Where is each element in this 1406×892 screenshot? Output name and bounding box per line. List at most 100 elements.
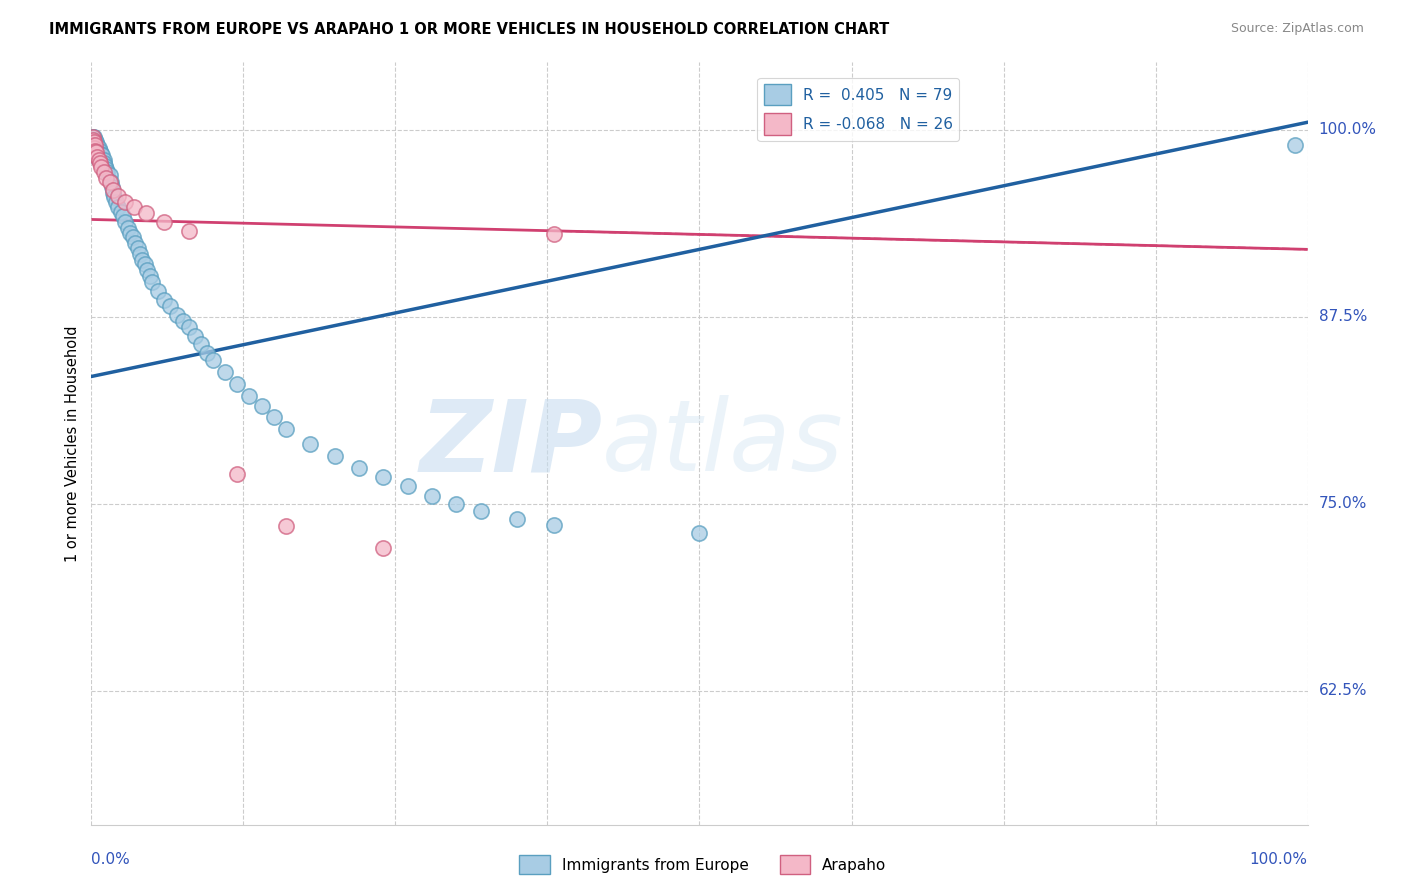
Point (396, 478, 419, 492)
Point (159, 299, 181, 313)
Point (84, 145, 107, 160)
Point (86, 144, 108, 158)
Point (104, 194, 127, 209)
Point (100, 175, 122, 189)
Point (114, 215, 136, 229)
Point (87, 153, 110, 167)
Point (184, 329, 207, 343)
Point (250, 400, 273, 414)
Point (93, 164, 115, 178)
Text: 87.5%: 87.5% (1319, 310, 1367, 324)
Point (96, 164, 118, 178)
Point (84, 145, 107, 160)
Point (107, 188, 129, 202)
Text: IMMIGRANTS FROM EUROPE VS ARAPAHO 1 OR MORE VEHICLES IN HOUSEHOLD CORRELATION CH: IMMIGRANTS FROM EUROPE VS ARAPAHO 1 OR M… (49, 22, 890, 37)
Point (90, 146, 112, 161)
Point (84, 137, 107, 152)
Point (84, 144, 107, 158)
Point (94, 161, 117, 176)
Legend: Immigrants from Europe, Arapaho: Immigrants from Europe, Arapaho (513, 849, 893, 880)
Point (136, 263, 159, 277)
Point (83, 145, 105, 160)
Point (323, 449, 346, 463)
Point (226, 467, 249, 481)
Point (688, 526, 710, 541)
Point (238, 389, 260, 403)
Point (1284, 137, 1306, 152)
Point (90, 151, 112, 165)
Point (506, 511, 529, 525)
Point (373, 541, 395, 556)
Point (121, 230, 143, 244)
Point (87, 141, 110, 155)
Point (89, 155, 111, 169)
Point (141, 275, 163, 289)
Point (94, 170, 117, 185)
Point (84, 133, 107, 147)
Point (420, 489, 443, 503)
Point (226, 376, 249, 391)
Point (202, 353, 225, 368)
Point (131, 252, 153, 267)
Text: atlas: atlas (602, 395, 844, 492)
Point (91, 148, 114, 162)
Point (84, 142, 107, 156)
Point (129, 247, 152, 261)
Point (177, 320, 200, 334)
Point (135, 206, 157, 220)
Point (89, 144, 111, 158)
Point (82, 137, 104, 152)
Point (82, 141, 104, 155)
Point (195, 345, 218, 359)
Point (86, 150, 108, 164)
Text: 0.0%: 0.0% (91, 852, 131, 867)
Point (190, 336, 212, 351)
Point (127, 241, 149, 255)
Point (83, 137, 105, 152)
Point (84, 135, 107, 149)
Point (86, 150, 108, 164)
Point (83, 135, 105, 149)
Text: 100.0%: 100.0% (1250, 852, 1308, 867)
Point (83, 135, 105, 149)
Point (153, 293, 176, 308)
Point (110, 205, 132, 219)
Point (444, 497, 467, 511)
Text: ZIP: ZIP (419, 395, 602, 492)
Point (122, 201, 145, 215)
Point (83, 142, 105, 156)
Point (274, 519, 297, 533)
Point (103, 186, 125, 200)
Point (82, 137, 104, 152)
Point (83, 141, 105, 155)
Point (373, 469, 395, 483)
Point (470, 504, 492, 518)
Point (543, 517, 565, 532)
Point (94, 159, 117, 173)
Point (114, 194, 136, 209)
Point (299, 436, 322, 450)
Point (98, 175, 121, 189)
Point (134, 257, 156, 271)
Point (177, 224, 200, 238)
Text: 100.0%: 100.0% (1319, 122, 1376, 137)
Point (166, 308, 188, 322)
Point (86, 137, 108, 152)
Point (101, 179, 124, 194)
Text: 62.5%: 62.5% (1319, 683, 1367, 698)
Y-axis label: 1 or more Vehicles in Household: 1 or more Vehicles in Household (65, 326, 80, 562)
Legend: R =  0.405   N = 79, R = -0.068   N = 26: R = 0.405 N = 79, R = -0.068 N = 26 (758, 78, 959, 141)
Point (84, 137, 107, 152)
Point (117, 221, 139, 235)
Point (148, 284, 170, 298)
Point (120, 226, 142, 240)
Point (82, 133, 104, 147)
Point (89, 148, 111, 162)
Point (543, 227, 565, 242)
Point (172, 314, 194, 328)
Point (93, 155, 115, 169)
Point (214, 365, 236, 379)
Point (82, 133, 104, 147)
Point (274, 422, 297, 436)
Point (263, 409, 285, 424)
